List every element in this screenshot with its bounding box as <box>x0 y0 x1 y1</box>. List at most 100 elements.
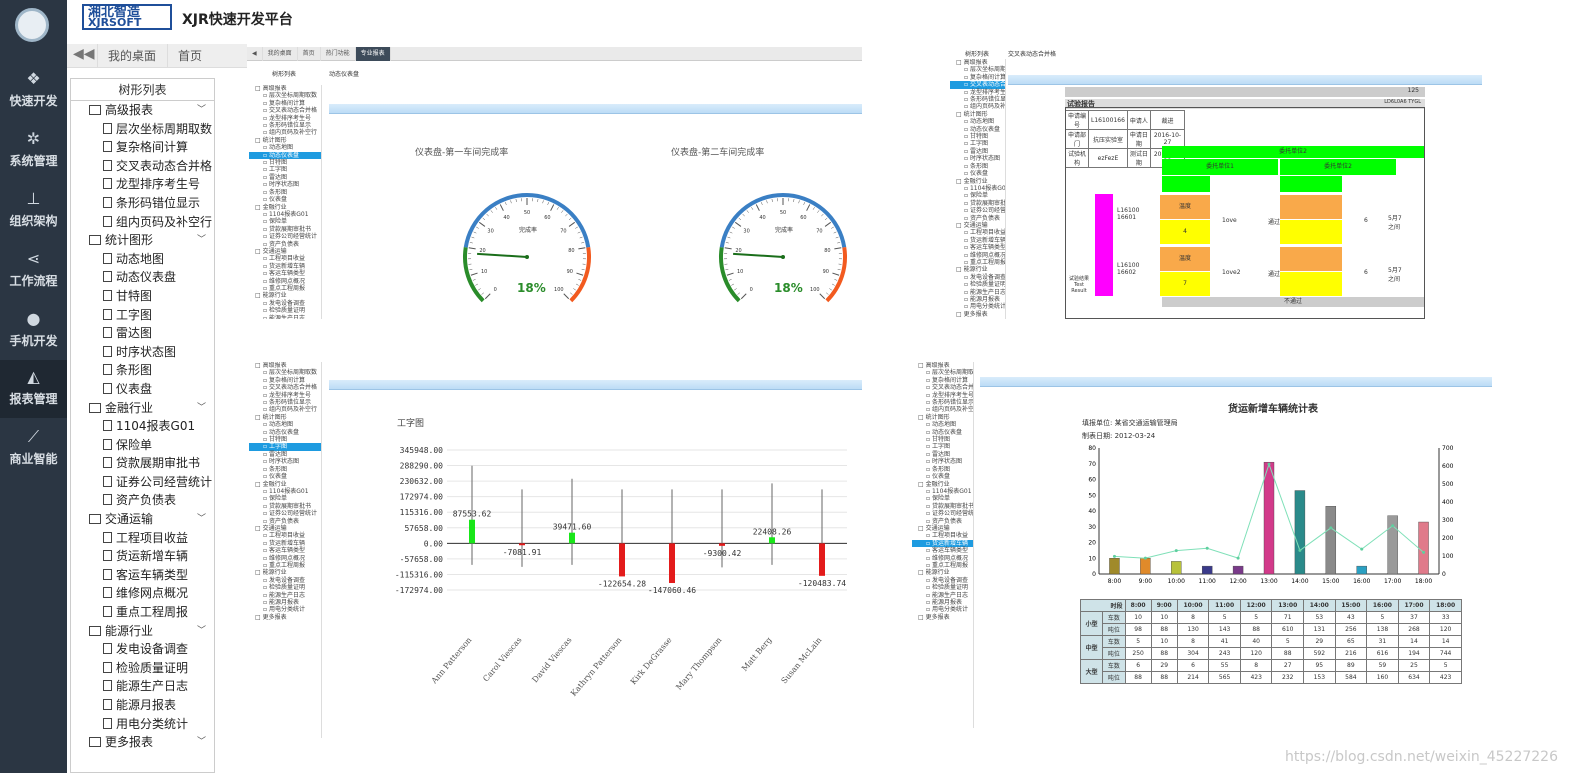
tabs-back-button[interactable]: ◀◀ <box>73 46 95 62</box>
mini-tree-item[interactable]: □ 能源行业 <box>918 569 950 577</box>
mini-tree-item[interactable]: ▫ 资产负债表 <box>926 517 962 525</box>
chevron-down-icon[interactable]: ﹀ <box>196 625 206 636</box>
mini-tree-item[interactable]: ▫ 甘特图 <box>964 133 988 141</box>
mini-tree-item[interactable]: ▫ 重点工程周报 <box>263 561 305 569</box>
tree-item[interactable]: 维修网点概况 <box>71 584 214 603</box>
nav-item-workflow[interactable]: ⋖ 工作流程 <box>0 242 67 300</box>
mini-tree-item[interactable]: ▫ 条形码错位显示 <box>926 399 974 407</box>
mini-tree-item[interactable]: □ 更多报表 <box>255 613 287 621</box>
mini-tree-item[interactable]: ▫ 层次坐标周期取数 <box>964 66 1006 74</box>
mini-tree-item[interactable]: ▫ 能源月报表 <box>926 599 962 606</box>
tree-item[interactable]: 复杂格间计算 <box>71 138 214 157</box>
mini-tree-item[interactable]: ▫ 客运车辆类型 <box>263 547 305 555</box>
mini-tree-item[interactable]: □ 统计图形 <box>255 413 287 421</box>
mini-tree-item[interactable]: ▫ 重点工程周报 <box>964 258 1006 266</box>
mini-tree-item[interactable]: ▫ 仪表盘 <box>926 473 950 481</box>
mini-tree-item[interactable]: ▫ 保险单 <box>926 495 950 503</box>
mini-tree-item[interactable]: ▫ 贷款展期审批书 <box>263 225 311 233</box>
nav-item-system[interactable]: ✲ 系统管理 <box>0 122 67 180</box>
mini-tree-item[interactable]: □ 统计图形 <box>255 136 287 144</box>
tree-item[interactable]: 检验质量证明 <box>71 659 214 678</box>
mini-tree-item[interactable]: ▫ 甘特图 <box>263 436 287 444</box>
mini-tree-item[interactable]: ▫ 客运车辆类型 <box>926 547 968 555</box>
mini-tree-item[interactable]: ▫ 雷达图 <box>263 173 287 181</box>
mini-tree-item[interactable]: ▫ 工程项目收益 <box>263 532 305 540</box>
mini-tree-item[interactable]: ▫ 组内页码及补空行 <box>263 406 317 414</box>
mini-tree-item[interactable]: ▫ 证券公司经营统计 <box>926 510 974 518</box>
mini-tree-item[interactable]: ▫ 维修网点概况 <box>263 277 305 285</box>
tree-item[interactable]: 重点工程周报 <box>71 603 214 622</box>
tree-folder[interactable]: 更多报表 ﹀ <box>71 733 214 752</box>
mini-tree-item[interactable]: □ 能源行业 <box>956 266 988 274</box>
mini-tab-active[interactable]: 专业报表 <box>355 47 391 61</box>
mini-tree-item[interactable]: □ 金融行业 <box>918 480 950 488</box>
tab-desktop[interactable]: 我的桌面 <box>97 44 166 68</box>
tree-item[interactable]: 保险单 <box>71 436 214 455</box>
mini-tree-item[interactable]: ▫ 时序状态图 <box>263 458 299 466</box>
mini-tree-item[interactable]: ▫ 能源月报表 <box>964 296 1000 303</box>
nav-item-mobile[interactable]: ● 手机开发 <box>0 302 67 360</box>
mini-tree-item[interactable]: ▫ 工程项目收益 <box>263 255 305 263</box>
mini-tree-item[interactable]: ▫ 动态仪表盘 <box>263 428 299 436</box>
mini-tree-item[interactable]: ▫ 动态地图 <box>263 144 293 152</box>
mini-tree-item[interactable]: ▫ 证券公司经营统计 <box>263 233 317 241</box>
mini-tree-item[interactable]: □ 统计图形 <box>918 413 950 421</box>
mini-tree-item[interactable]: ▫ 条形图 <box>263 465 287 473</box>
tree-item[interactable]: 发电设备调查 <box>71 640 214 659</box>
tree-item[interactable]: 仪表盘 <box>71 380 214 399</box>
tree-item[interactable]: 动态仪表盘 <box>71 268 214 287</box>
mini-tree-item[interactable]: ▫ 时序状态图 <box>263 181 299 189</box>
tree-item[interactable]: 甘特图 <box>71 287 214 306</box>
mini-tree-item[interactable]: □ 金融行业 <box>255 480 287 488</box>
mini-tree-item[interactable]: ▫ 保险单 <box>964 192 988 200</box>
mini-tree-item[interactable]: ▫ 检验质量证明 <box>263 307 305 315</box>
mini-tree-item[interactable]: ▫ 条形码错位显示 <box>263 122 311 130</box>
mini-tree-item[interactable]: ▫ 复杂格间计算 <box>926 376 968 384</box>
mini-tree-item[interactable]: □ 金融行业 <box>255 203 287 211</box>
mini-tree-item[interactable]: ▫ 交叉表动态合并格 <box>950 81 1005 89</box>
mini-tab[interactable]: 热门功能 <box>321 47 356 61</box>
tab-home[interactable]: 首页 <box>167 44 212 68</box>
mini-tree-item[interactable]: ▫ 龙型排序考生号 <box>964 88 1006 96</box>
mini-tree-item[interactable]: ▫ 贷款展期审批书 <box>964 199 1006 207</box>
tree-item[interactable]: 条形码错位显示 <box>71 194 214 213</box>
mini-tree-item[interactable]: □ 高级报表 <box>255 362 287 369</box>
mini-tree-item[interactable]: ▫ 贷款展期审批书 <box>263 502 311 510</box>
mini-tree-item[interactable]: ▫ 工程项目收益 <box>964 229 1006 237</box>
mini-tab-collapse[interactable]: ◀ <box>247 47 263 61</box>
tree-item[interactable]: 客运车辆类型 <box>71 566 214 585</box>
tree-folder[interactable]: 高级报表 ﹀ <box>71 101 214 120</box>
tree-folder[interactable]: 统计图形 ﹀ <box>71 231 214 250</box>
mini-tree-item[interactable]: ▫ 重点工程周报 <box>263 284 305 292</box>
tree-item[interactable]: 交叉表动态合并格 <box>71 157 214 176</box>
nav-item-bi[interactable]: ⟋ 商业智能 <box>0 420 67 478</box>
tree-item[interactable]: 龙型排序考生号 <box>71 175 214 194</box>
mini-tree-item[interactable]: ▫ 证券公司经营统计 <box>964 207 1006 215</box>
mini-tree-item[interactable]: ▫ 1104报表G01 <box>263 487 309 495</box>
nav-item-quick-dev[interactable]: ❖ 快速开发 <box>0 62 67 120</box>
tree-item[interactable]: 工字图 <box>71 306 214 325</box>
chevron-down-icon[interactable]: ﹀ <box>196 737 206 748</box>
mini-tree-item[interactable]: ▫ 货运新增车辆 <box>964 236 1006 244</box>
mini-tree-item[interactable]: ▫ 动态地图 <box>263 421 293 429</box>
mini-tree-item[interactable]: □ 高级报表 <box>918 362 950 369</box>
mini-tree-item[interactable]: ▫ 检验质量证明 <box>263 584 305 592</box>
mini-tree-item[interactable]: ▫ 工程项目收益 <box>926 532 968 540</box>
tree-item[interactable]: 工程项目收益 <box>71 529 214 548</box>
mini-tree-item[interactable]: ▫ 客运车辆类型 <box>263 270 305 278</box>
mini-tree-item[interactable]: ▫ 雷达图 <box>263 450 287 458</box>
mini-tree-item[interactable]: ▫ 层次坐标周期取数 <box>263 92 317 100</box>
tree-folder[interactable]: 能源行业 ﹀ <box>71 622 214 641</box>
mini-tree-item[interactable]: ▫ 龙型排序考生号 <box>263 114 311 122</box>
mini-tree-item[interactable]: ▫ 组内页码及补空行 <box>964 103 1006 111</box>
mini-tree-item[interactable]: □ 统计图形 <box>956 110 988 118</box>
mini-tree-item[interactable]: □ 高级报表 <box>956 59 988 66</box>
mini-tree-item[interactable]: □ 交通运输 <box>255 247 287 255</box>
mini-tree-item[interactable]: ▫ 复杂格间计算 <box>964 73 1006 81</box>
mini-tree-item[interactable]: ▫ 保险单 <box>263 495 287 503</box>
mini-tab[interactable]: 我的桌面 <box>263 47 298 61</box>
mini-tree-item[interactable]: ▫ 层次坐标周期取数 <box>263 369 317 377</box>
mini-tree-item[interactable]: ▫ 龙型排序考生号 <box>926 391 974 399</box>
mini-tree-item[interactable]: ▫ 客运车辆类型 <box>964 244 1006 252</box>
tree-item[interactable]: 证券公司经营统计 <box>71 473 214 492</box>
